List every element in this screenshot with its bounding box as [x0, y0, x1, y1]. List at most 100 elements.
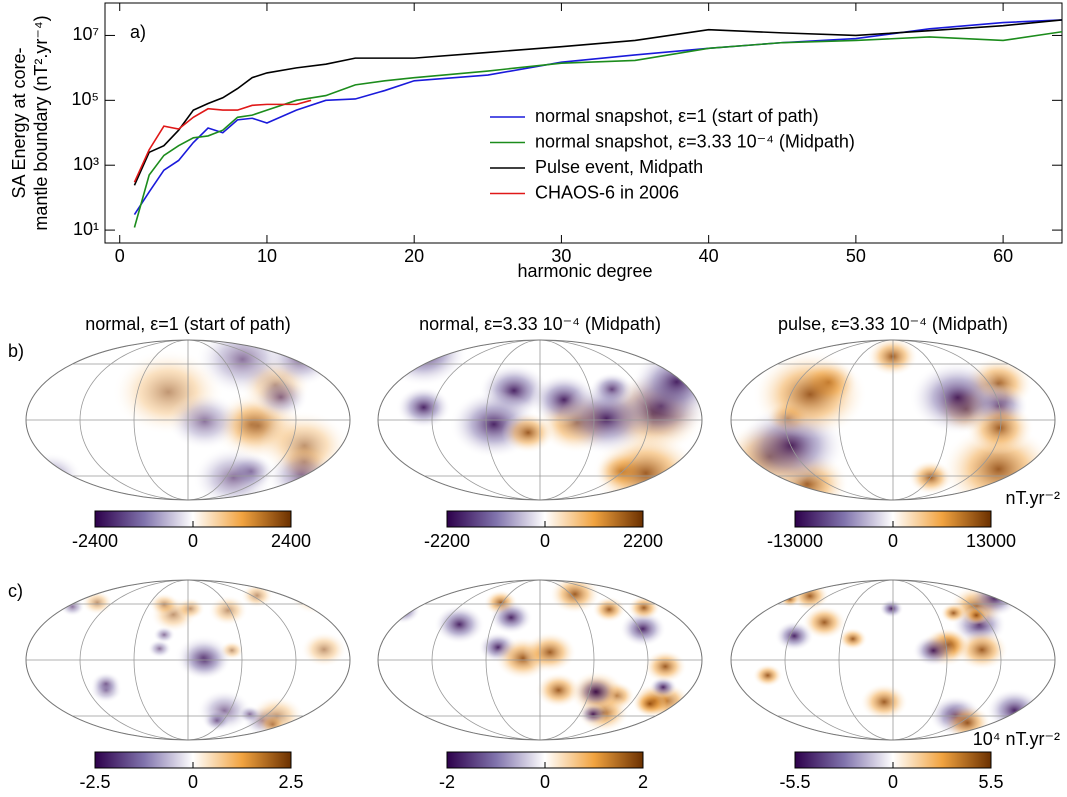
series-line — [133, 99, 312, 183]
map-blob — [208, 595, 248, 626]
map-blob — [90, 671, 122, 696]
map — [26, 340, 350, 500]
row-label: c) — [8, 581, 23, 601]
map-blob — [838, 627, 868, 651]
colorbar-tick-label: 5.5 — [978, 772, 1003, 792]
map-blob — [579, 703, 608, 725]
map-blob — [619, 610, 667, 647]
x-tick-label: 10 — [257, 246, 277, 266]
map-blob — [167, 392, 242, 450]
map-blob — [153, 626, 176, 644]
series-line — [133, 30, 1062, 228]
colorbar-tick-label: 2.5 — [278, 772, 303, 792]
x-tick-label: 40 — [699, 246, 719, 266]
row-label: b) — [8, 341, 24, 361]
map-blob — [778, 590, 801, 608]
colorbar-tick-label: -2 — [439, 772, 455, 792]
map-blob — [147, 639, 172, 658]
map — [378, 340, 702, 500]
legend-label: normal snapshot, ε=3.33 10⁻⁴ (Midpath) — [535, 131, 855, 151]
map-outline — [377, 579, 703, 741]
map-blob — [573, 675, 618, 709]
legend-label: Pulse event, Midpath — [535, 157, 703, 177]
map-blob — [860, 683, 909, 721]
map-title: normal, ε=3.33 10⁻⁴ (Midpath) — [419, 314, 661, 334]
colorbar-tick-label: 2 — [638, 772, 648, 792]
map-blob — [866, 340, 919, 377]
y-tick-label: 10⁷ — [72, 24, 99, 44]
colorbar-tick-label: 0 — [888, 531, 898, 551]
y-axis-title: SA Energy at core- — [9, 47, 29, 198]
colorbar-tick-label: 0 — [188, 531, 198, 551]
y-tick-label: 10⁵ — [72, 89, 99, 109]
map-blob — [384, 595, 421, 624]
map-blob — [265, 340, 336, 387]
map-blob — [433, 604, 485, 644]
colorbar-tick-label: 13000 — [966, 531, 1016, 551]
x-tick-label: 0 — [115, 246, 125, 266]
map-blob — [266, 448, 337, 500]
colorbar-tick-label: 2400 — [271, 531, 311, 551]
map-blob — [289, 580, 340, 615]
x-axis-title: harmonic degree — [517, 261, 652, 281]
map-blob — [592, 596, 627, 623]
map-blob — [202, 709, 232, 732]
map-blob — [523, 631, 577, 673]
colorbar-tick-label: -13000 — [767, 531, 823, 551]
y-tick-label: 10³ — [73, 154, 99, 174]
map-blob — [535, 672, 582, 708]
legend-label: normal snapshot, ε=1 (start of path) — [535, 106, 819, 126]
series-line — [133, 19, 1062, 186]
map-blob — [879, 599, 904, 618]
colorbar-tick-label: -2.5 — [79, 772, 110, 792]
colorbar-tick-label: 0 — [540, 531, 550, 551]
x-tick-label: 30 — [551, 246, 571, 266]
colorbar-tick-label: 0 — [188, 772, 198, 792]
map-blob — [148, 592, 180, 617]
map-blob — [489, 600, 533, 635]
map-outline — [25, 579, 351, 741]
panel-label: a) — [130, 22, 146, 42]
y-tick-label: 10¹ — [73, 219, 99, 239]
map-outline — [377, 339, 703, 501]
map-blob — [26, 452, 83, 500]
plot-frame — [104, 2, 1063, 244]
map-blob — [802, 605, 847, 640]
map-blob — [300, 631, 348, 668]
map-blob — [501, 411, 556, 454]
colorbar-tick-label: 0 — [888, 772, 898, 792]
colorbar-tick-label: -2200 — [424, 531, 470, 551]
map-blob — [396, 386, 452, 429]
map-blob — [940, 602, 967, 624]
map-blob — [912, 634, 955, 667]
map-blob — [752, 663, 783, 687]
map — [26, 580, 350, 740]
map-title: pulse, ε=3.33 10⁻⁴ (Midpath) — [778, 314, 1008, 334]
map-blob — [909, 360, 1006, 435]
map-blob — [559, 382, 654, 455]
unit-label: nT.yr⁻² — [1005, 488, 1060, 508]
map-outline — [25, 339, 351, 501]
colorbar-tick-label: 2200 — [623, 531, 663, 551]
x-tick-label: 60 — [993, 246, 1013, 266]
map-blob — [174, 635, 233, 680]
map-blob — [643, 649, 687, 684]
colorbar-tick-label: -2400 — [72, 531, 118, 551]
map-blob — [752, 349, 868, 439]
map-outline — [730, 579, 1056, 741]
map-blob — [774, 620, 814, 652]
y-axis-title: mantle boundary (nT².yr⁻⁴) — [31, 15, 51, 230]
map-title: normal, ε=1 (start of path) — [85, 314, 291, 334]
unit-label: 10⁴ nT.yr⁻² — [973, 729, 1060, 749]
map-blob — [757, 588, 784, 608]
x-tick-label: 50 — [846, 246, 866, 266]
map-blob — [986, 688, 1043, 733]
map — [378, 580, 702, 740]
map-outline — [730, 339, 1056, 501]
map-blob — [175, 597, 206, 620]
x-tick-label: 20 — [404, 246, 424, 266]
legend-label: CHAOS-6 in 2006 — [535, 182, 679, 202]
map-blob — [238, 705, 262, 724]
colorbar-tick-label: -5.5 — [779, 772, 810, 792]
colorbar-tick-label: 0 — [540, 772, 550, 792]
